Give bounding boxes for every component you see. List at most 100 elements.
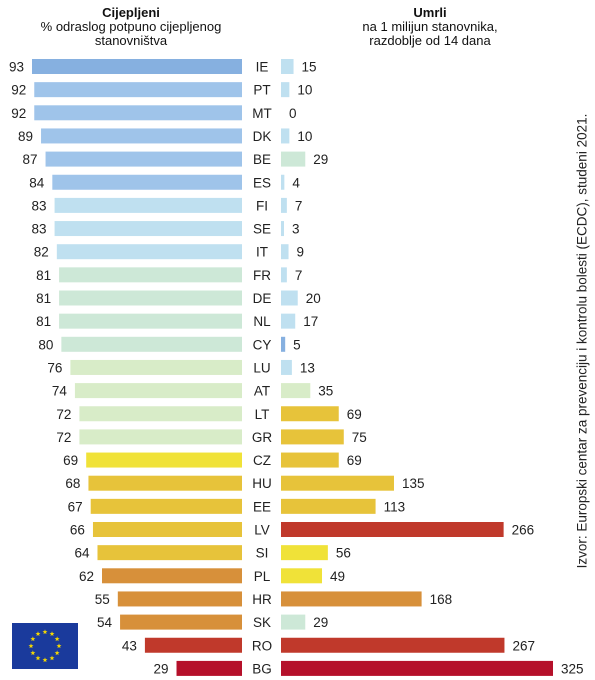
deaths-value-si: 56	[336, 546, 351, 561]
deaths-bar-pt	[281, 82, 290, 98]
vaccinated-value-fi: 83	[32, 198, 47, 213]
vaccinated-value-ee: 67	[68, 499, 83, 514]
vaccinated-value-cz: 69	[63, 453, 78, 468]
vaccinated-bar-dk	[41, 128, 242, 144]
country-label-bg: BG	[252, 661, 272, 676]
deaths-value-cz: 69	[347, 453, 362, 468]
deaths-bar-bg	[281, 660, 553, 676]
source-note-container: Izvor: Europski centar za prevenciju i k…	[571, 6, 593, 676]
deaths-value-pl: 49	[330, 569, 345, 584]
deaths-value-it: 9	[297, 245, 305, 260]
deaths-bar-ro	[281, 637, 505, 653]
eu-star-icon	[56, 643, 62, 649]
deaths-bar-ee	[281, 498, 376, 514]
vaccinated-value-dk: 89	[18, 129, 33, 144]
deaths-value-lu: 13	[300, 360, 315, 375]
vaccinated-value-sk: 54	[97, 615, 113, 630]
deaths-bar-se	[281, 221, 284, 237]
eu-star-icon	[30, 636, 36, 642]
vaccinated-bar-fr	[59, 267, 243, 283]
deaths-value-nl: 17	[303, 314, 318, 329]
vaccinated-bar-gr	[79, 429, 242, 445]
vaccinated-value-at: 74	[52, 384, 68, 399]
vaccinated-bar-cz	[86, 452, 243, 468]
vaccinated-value-it: 82	[34, 245, 49, 260]
vaccinated-bar-hr	[117, 591, 242, 607]
country-label-at: AT	[254, 384, 270, 399]
vaccinated-bar-cy	[61, 336, 242, 352]
country-label-fi: FI	[256, 198, 268, 213]
deaths-bar-fr	[281, 267, 287, 283]
country-label-lu: LU	[253, 360, 270, 375]
vaccinated-bar-nl	[59, 313, 243, 329]
deaths-value-hr: 168	[430, 592, 453, 607]
vaccinated-value-pl: 62	[79, 569, 94, 584]
deaths-bar-si	[281, 545, 328, 561]
eu-star-icon	[54, 636, 60, 642]
vaccinated-subtitle-1: % odraslog potpuno cijepljenog	[40, 19, 222, 34]
vaccinated-value-lu: 76	[47, 360, 62, 375]
vaccinated-value-se: 83	[32, 222, 47, 237]
deaths-bar-es	[281, 174, 285, 190]
country-label-gr: GR	[252, 430, 273, 445]
deaths-value-se: 3	[292, 222, 300, 237]
vaccinated-bar-sk	[120, 614, 242, 630]
deaths-bar-fi	[281, 197, 287, 213]
vaccinated-value-mt: 92	[11, 106, 26, 121]
deaths-value-de: 20	[306, 291, 321, 306]
vaccinated-title: Cijepljeni	[102, 5, 160, 20]
country-label-hr: HR	[252, 592, 272, 607]
eu-star-icon	[49, 631, 55, 636]
eu-flag-icon	[12, 623, 78, 669]
vaccinated-bar-at	[74, 383, 242, 399]
eu-star-icon	[35, 655, 41, 661]
vaccinated-value-hu: 68	[65, 476, 80, 491]
vaccinated-bar-ie	[32, 59, 242, 74]
vaccinated-value-lv: 66	[70, 523, 85, 538]
country-label-pt: PT	[253, 83, 270, 98]
deaths-value-ro: 267	[512, 638, 535, 653]
country-label-pl: PL	[254, 569, 271, 584]
vaccinated-bar-pl	[102, 568, 242, 584]
country-label-be: BE	[253, 152, 271, 167]
deaths-bar-lv	[281, 522, 504, 537]
deaths-bar-lt	[281, 406, 339, 422]
vaccinated-bar-lt	[79, 406, 242, 422]
eu-star-icon	[35, 631, 41, 636]
vaccinated-value-si: 64	[74, 546, 90, 561]
deaths-bar-gr	[281, 429, 344, 445]
deaths-value-at: 35	[318, 384, 333, 399]
deaths-bar-lu	[281, 359, 292, 375]
vaccinated-bar-se	[54, 221, 243, 237]
deaths-value-ie: 15	[302, 60, 317, 75]
vaccinated-value-pt: 92	[11, 83, 26, 98]
deaths-value-dk: 10	[297, 129, 312, 144]
vaccinated-bar-lu	[70, 359, 242, 375]
deaths-bar-be	[281, 151, 306, 167]
deaths-value-lv: 266	[512, 523, 535, 538]
vaccinated-bar-pt	[34, 82, 243, 98]
country-label-ie: IE	[256, 60, 269, 75]
country-label-es: ES	[253, 175, 271, 190]
country-label-dk: DK	[253, 129, 272, 144]
country-label-fr: FR	[253, 268, 271, 283]
vaccinated-bar-be	[45, 151, 242, 167]
deaths-bar-dk	[281, 128, 290, 144]
deaths-value-ee: 113	[384, 499, 406, 514]
deaths-bar-nl	[281, 313, 296, 329]
deaths-value-be: 29	[313, 152, 328, 167]
vaccinated-bar-fi	[54, 197, 243, 213]
deaths-subtitle-1: na 1 milijun stanovnika,	[362, 19, 498, 34]
country-label-lv: LV	[254, 523, 270, 538]
country-label-ee: EE	[253, 499, 271, 514]
eu-star-icon	[28, 643, 34, 649]
vaccinated-bar-si	[97, 545, 242, 561]
country-label-cy: CY	[253, 337, 272, 352]
vaccinated-bar-de	[59, 290, 243, 306]
deaths-bar-at	[281, 383, 311, 399]
vaccinated-value-fr: 81	[36, 268, 51, 283]
deaths-bar-hu	[281, 475, 394, 491]
country-label-cz: CZ	[253, 453, 271, 468]
deaths-bar-sk	[281, 614, 306, 630]
